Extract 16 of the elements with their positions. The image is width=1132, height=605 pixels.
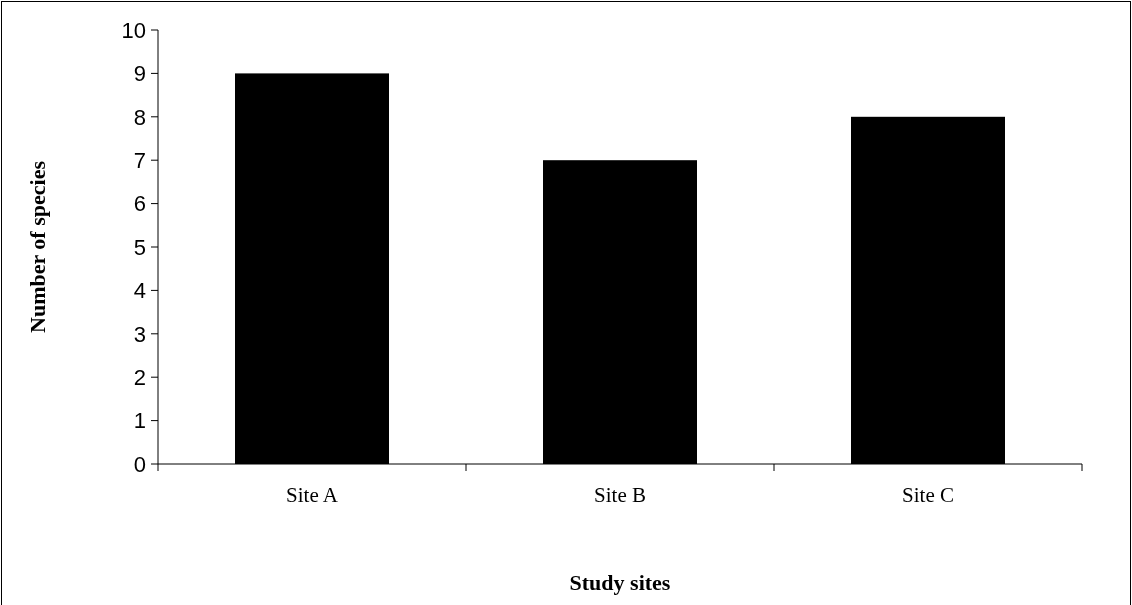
- y-tick-label: 7: [133, 147, 146, 173]
- x-axis-title: Study sites: [569, 570, 671, 595]
- y-tick-label: 0: [133, 451, 146, 477]
- y-tick-label: 2: [133, 364, 146, 390]
- y-tick-label: 8: [133, 104, 146, 130]
- x-tick-label: Site B: [594, 483, 646, 507]
- x-tick-label: Site C: [902, 483, 954, 507]
- y-tick-label: 10: [121, 17, 146, 43]
- x-tick-label: Site A: [286, 483, 339, 507]
- y-tick-label: 6: [133, 191, 146, 217]
- y-tick-label: 4: [133, 278, 146, 304]
- y-tick-label: 1: [133, 408, 146, 434]
- y-axis-title: Number of species: [25, 160, 50, 333]
- y-tick-label: 5: [133, 234, 146, 260]
- y-tick-label: 9: [133, 61, 146, 87]
- y-tick-label: 3: [133, 321, 146, 347]
